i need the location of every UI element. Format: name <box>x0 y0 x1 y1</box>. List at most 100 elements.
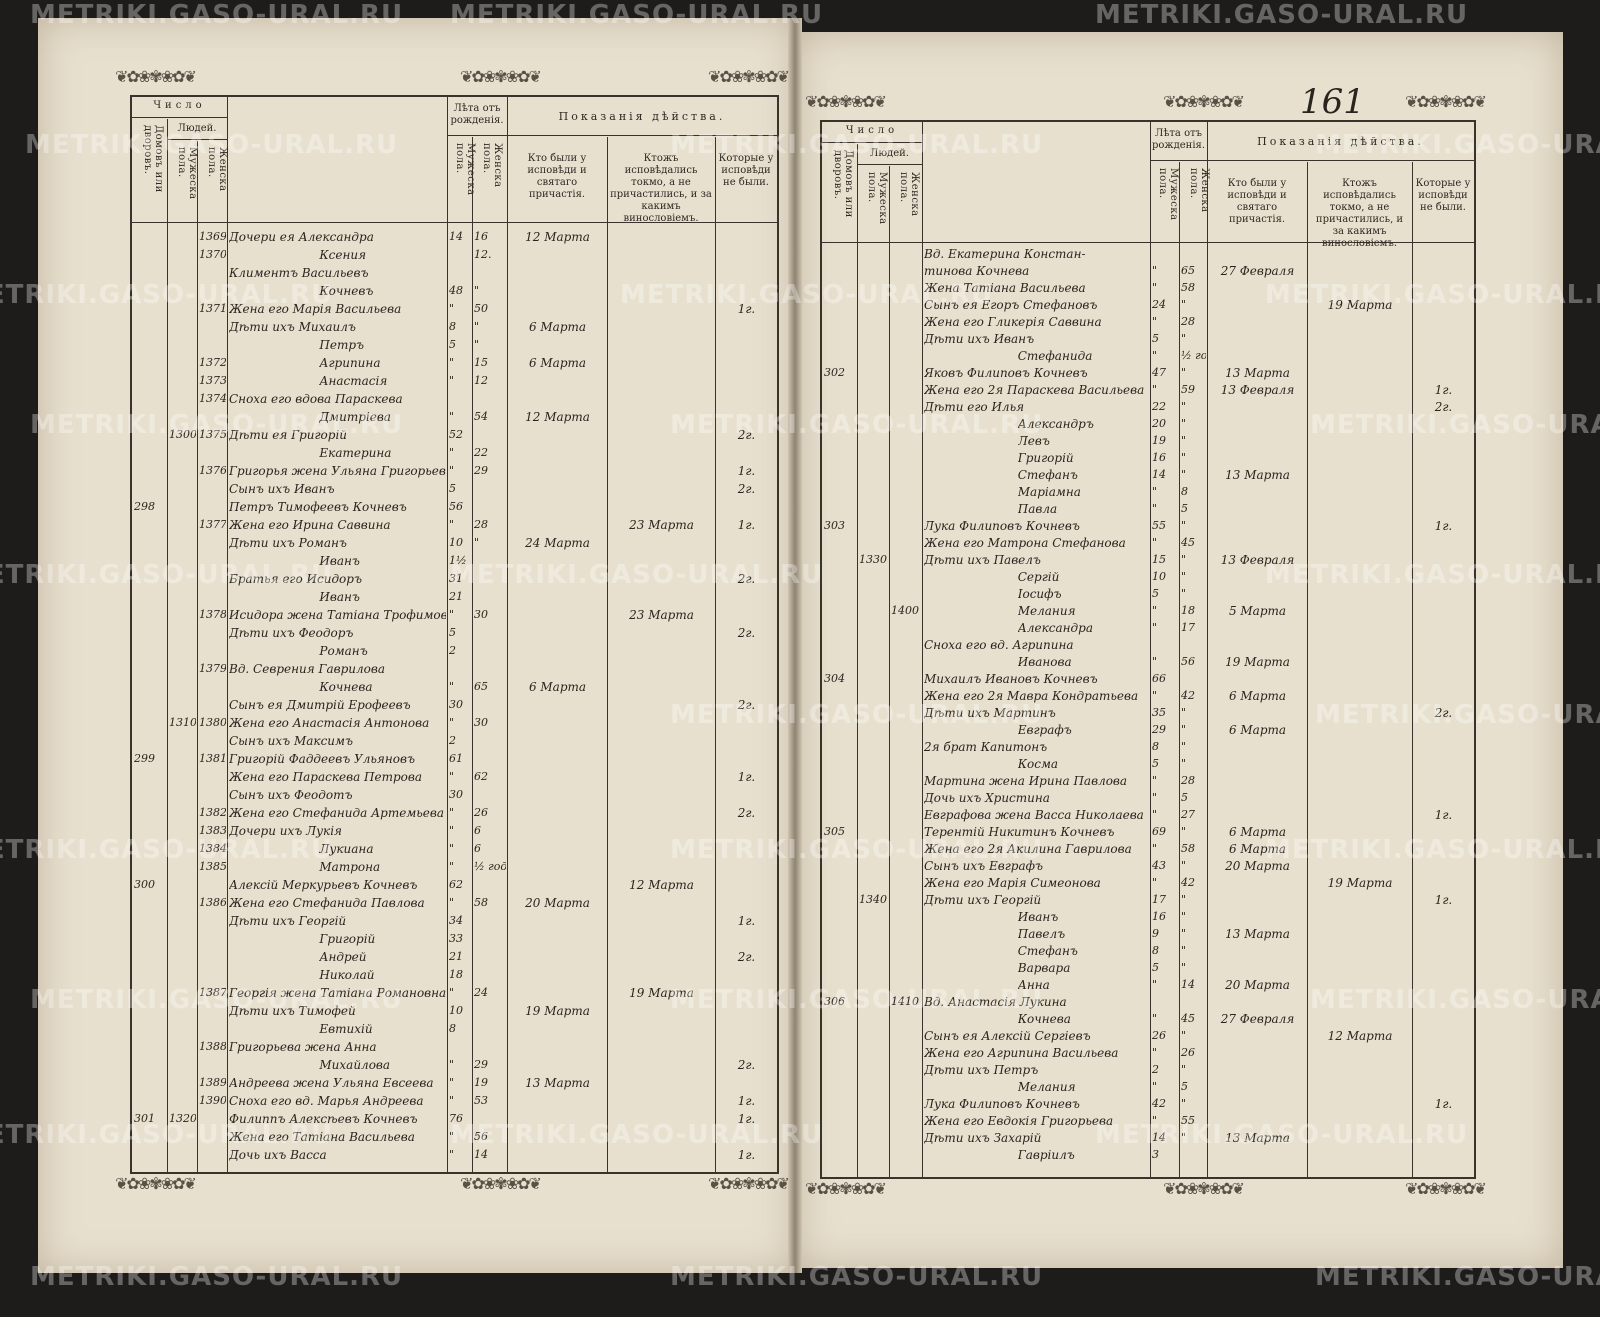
table-row: Стефанъ 14 " 13 Марта <box>822 468 1474 485</box>
ornament-border: ❦✿❀✾❀✿❦ <box>460 67 542 86</box>
person-name: Александра <box>1017 621 1093 635</box>
table-row: Жена его Татіана Васильева " 56 <box>132 1130 777 1148</box>
person-name: Левъ <box>1017 434 1050 448</box>
age-female: " <box>1181 706 1187 719</box>
person-name: Сынъ ея Дмитрій Ерофеевъ <box>229 698 411 712</box>
person-name: Жена его Гликерія Саввина <box>924 315 1102 329</box>
age-male: " <box>1152 502 1158 515</box>
age-male: " <box>449 1094 455 1107</box>
person-name: Григорій <box>319 932 376 946</box>
female-no: 1386 <box>199 896 226 909</box>
not-confessed: 1г. <box>737 302 756 316</box>
age-female: " <box>1181 859 1187 872</box>
age-female: 8 <box>1181 485 1188 498</box>
confessed-only: 19 Марта <box>1327 298 1393 312</box>
male-no: 1310 <box>169 716 196 729</box>
confessed-date: 12 Марта <box>525 230 590 244</box>
house-no: 304 <box>824 672 845 685</box>
header-leta-f: Женска пола. <box>481 143 503 188</box>
age-male: 47 <box>1152 366 1166 379</box>
age-male: 19 <box>1152 434 1166 447</box>
table-row: Сынъ ихъ Феодотъ 30 <box>132 788 777 806</box>
ornament-border: ❦✿❀✾❀✿❦ <box>1163 1179 1245 1198</box>
age-male: " <box>449 1058 455 1071</box>
age-male: 35 <box>1152 706 1166 719</box>
table-row: Дѣти ихъ Тимофей 10 19 Марта <box>132 1004 777 1022</box>
confessed-date: 20 Марта <box>1225 978 1290 992</box>
column-divider <box>167 119 168 1172</box>
age-male: 5 <box>1152 332 1159 345</box>
person-name: Жена его Евдокія Григорьева <box>924 1114 1114 1128</box>
person-name: Сноха его вд. Марья Андреева <box>229 1094 424 1108</box>
table-row: 1300 1375 Дѣти ея Григорій 52 2г. <box>132 428 777 446</box>
person-name: Жена его Параскева Петрова <box>229 770 423 784</box>
not-confessed: 2г. <box>737 572 756 586</box>
column-divider <box>197 141 198 1172</box>
table-row: Дѣти ихъ Романъ 10 " 24 Марта <box>132 536 777 554</box>
column-divider <box>857 144 858 1177</box>
person-name: Вд. Севрения Гаврилова <box>229 662 385 676</box>
confessed-date: 6 Марта <box>1228 825 1287 839</box>
table-row: 1373 Анастасія " 12 <box>132 374 777 392</box>
age-male: 21 <box>449 590 463 603</box>
confessed-date: 13 Марта <box>1225 366 1290 380</box>
table-row: Кочнева " 65 6 Марта <box>132 680 777 698</box>
table-row: 300 Алексій Меркурьевъ Кочневъ 62 12 Марта <box>132 878 777 896</box>
age-female: 62 <box>474 770 488 783</box>
column-divider <box>607 137 608 1172</box>
person-name: Сноха его вд. Агрипина <box>924 638 1074 652</box>
person-name: Григорій <box>1017 451 1074 465</box>
not-confessed: 2г. <box>737 698 756 712</box>
age-male: " <box>1152 315 1158 328</box>
house-no: 305 <box>824 825 845 838</box>
header-col3: Которые у исповѣди не были. <box>718 153 774 188</box>
age-female: 27 <box>1181 808 1195 821</box>
header-leta: Лѣта отъ рожденія. <box>1151 128 1206 151</box>
table-row: Кочнева " 45 27 Февраля <box>822 1012 1474 1029</box>
confessed-date: 27 Февраля <box>1220 264 1295 278</box>
person-name: Дѣти ихъ Романъ <box>229 536 347 550</box>
person-name: Петръ <box>319 338 365 352</box>
age-male: 8 <box>449 1022 456 1035</box>
person-name: Григорьева жена Анна <box>229 1040 377 1054</box>
not-confessed: 2г. <box>737 428 756 442</box>
table-row: Гавріилъ 3 <box>822 1148 1474 1165</box>
age-female: 14 <box>474 1148 488 1161</box>
person-name: Мелания <box>1017 604 1076 618</box>
house-no: 298 <box>134 500 155 513</box>
table-row: Варвара 5 " <box>822 961 1474 978</box>
age-male: 30 <box>449 788 463 801</box>
confessed-only: 12 Марта <box>629 878 694 892</box>
age-male: 24 <box>1152 298 1166 311</box>
table-row: 1388 Григорьева жена Анна <box>132 1040 777 1058</box>
person-name: Андрей <box>319 950 367 964</box>
age-male: " <box>449 806 455 819</box>
table-row: 1400 Мелания " 18 5 Марта <box>822 604 1474 621</box>
age-male: 5 <box>449 338 456 351</box>
person-name: Дѣти ихъ Михаилъ <box>229 320 356 334</box>
table-row: Дочь ихъ Васса " 14 1г. <box>132 1148 777 1166</box>
age-female: ½ года <box>474 860 506 873</box>
age-male: " <box>1152 621 1158 634</box>
table-row: Жена Татіана Васильева " 58 <box>822 281 1474 298</box>
person-name: Иванова <box>1017 655 1072 669</box>
column-divider <box>889 166 890 1177</box>
age-male: 14 <box>1152 468 1166 481</box>
age-male: " <box>449 680 455 693</box>
ornament-border: ❦✿❀✾❀✿❦ <box>708 67 790 86</box>
person-name: Ксения <box>319 248 367 262</box>
age-female: 54 <box>474 410 488 423</box>
age-male: " <box>1152 1046 1158 1059</box>
age-female: " <box>1181 332 1187 345</box>
age-female: 55 <box>1181 1114 1195 1127</box>
table-row: тинова Кочнева " 65 27 Февраля <box>822 264 1474 281</box>
age-male: 5 <box>1152 587 1159 600</box>
header-divider <box>857 164 922 165</box>
age-female: 56 <box>474 1130 488 1143</box>
table-row: 1376 Григорья жена Ульяна Григорьевна " 29 1… <box>132 464 777 482</box>
confessed-date: 19 Марта <box>1225 655 1290 669</box>
confessed-only: 12 Марта <box>1327 1029 1393 1043</box>
age-male: " <box>1152 281 1158 294</box>
person-name: Михаилъ Ивановъ Кочневъ <box>924 672 1098 686</box>
person-name: Романъ <box>319 644 368 658</box>
